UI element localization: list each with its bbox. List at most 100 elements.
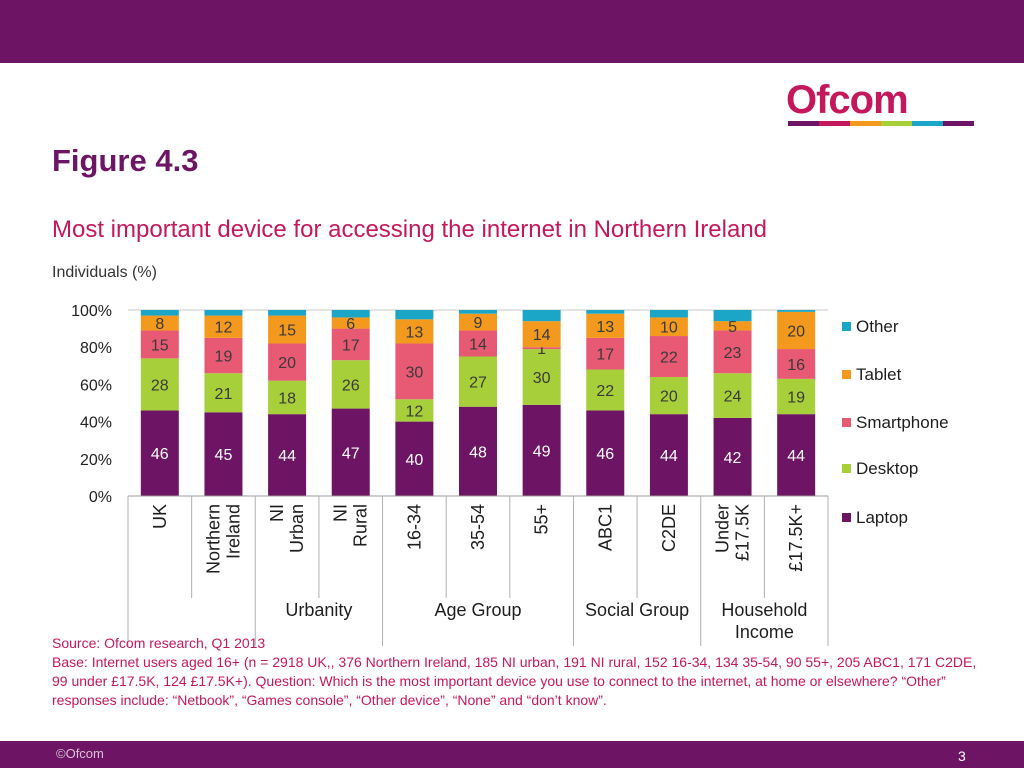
- bar-segment-laptop: [649, 414, 688, 496]
- group-label: Urbanity: [285, 600, 352, 620]
- data-label: 12: [215, 320, 233, 337]
- group-label: Income: [735, 622, 794, 642]
- group-label: Household: [721, 600, 807, 620]
- top-banner: [0, 0, 1024, 63]
- legend-label: Other: [856, 317, 899, 336]
- data-label: 24: [724, 389, 742, 406]
- bar-segment-laptop: [522, 404, 561, 496]
- data-label: 30: [533, 370, 551, 387]
- bar-segment-smartphone: [140, 330, 179, 359]
- data-label: 13: [596, 319, 614, 336]
- legend-swatch-desktop: [842, 464, 851, 473]
- data-label: 13: [405, 324, 423, 341]
- data-label: 6: [346, 316, 355, 333]
- legend-label: Smartphone: [856, 413, 949, 432]
- data-label: 22: [596, 383, 614, 400]
- category-label: Northern: [203, 504, 223, 574]
- data-label: 27: [469, 375, 487, 392]
- category-label: 16-34: [404, 504, 424, 550]
- legend-swatch-tablet: [842, 370, 851, 379]
- chart-title: Most important device for accessing the …: [52, 216, 768, 243]
- data-label: 28: [151, 377, 169, 394]
- legend-label: Desktop: [856, 459, 918, 478]
- category-label: 55+: [532, 504, 552, 535]
- logo-text: Ofcom: [786, 78, 909, 122]
- bar-segment-smartphone: [331, 328, 370, 361]
- bar-segment-other: [586, 310, 625, 314]
- bar-segment-other: [140, 310, 179, 316]
- bar-segment-laptop: [586, 410, 625, 496]
- data-label: 23: [724, 345, 742, 362]
- bar-segment-smartphone: [649, 336, 688, 377]
- bar-segment-desktop: [713, 373, 752, 418]
- bar-segment-smartphone: [204, 337, 243, 374]
- data-label: 22: [660, 350, 678, 367]
- logo-stripe-segment: [881, 121, 912, 126]
- data-label: 14: [469, 336, 487, 353]
- source-note: Source: Ofcom research, Q1 2013: [52, 635, 266, 651]
- bar-segment-tablet: [140, 315, 179, 331]
- data-label: 9: [474, 315, 483, 332]
- legend-swatch-smartphone: [842, 418, 851, 427]
- bar-segment-laptop: [395, 421, 434, 496]
- category-label: Rural: [351, 504, 371, 547]
- data-label: 5: [728, 319, 737, 336]
- bar-segment-laptop: [459, 406, 497, 496]
- legend-swatch-other: [842, 322, 851, 331]
- bar-segment-smartphone: [522, 347, 561, 350]
- category-label: UK: [150, 504, 170, 529]
- data-label: 45: [215, 447, 233, 464]
- copyright: ©Ofcom: [56, 746, 104, 761]
- data-label: 8: [155, 316, 164, 333]
- y-tick-label: 60%: [80, 377, 112, 394]
- logo-stripe-segment: [819, 121, 850, 126]
- data-label: 44: [278, 448, 296, 465]
- bar-segment-laptop: [713, 417, 752, 496]
- bar-segment-tablet: [268, 315, 307, 344]
- data-label: 47: [342, 445, 360, 462]
- bar-segment-tablet: [204, 315, 243, 338]
- bar-segment-other: [649, 310, 688, 318]
- data-label: 46: [151, 446, 169, 463]
- data-label: 19: [215, 349, 233, 366]
- data-label: 15: [151, 337, 169, 354]
- bar-segment-tablet: [713, 321, 752, 331]
- data-label: 16: [787, 357, 805, 374]
- page-number: 3: [958, 748, 966, 764]
- legend-label: Laptop: [856, 508, 908, 527]
- bar-segment-other: [713, 310, 752, 322]
- data-label: 18: [278, 390, 296, 407]
- data-label: 20: [278, 355, 296, 372]
- bar-segment-desktop: [204, 373, 243, 413]
- data-label: 40: [405, 452, 423, 469]
- bar-segment-laptop: [204, 412, 243, 496]
- category-label: Ireland: [223, 504, 243, 559]
- footer-bar: [0, 741, 1024, 768]
- data-label: 19: [787, 389, 805, 406]
- ofcom-logo: Ofcom: [786, 78, 976, 132]
- bar-segment-smartphone: [586, 337, 625, 370]
- data-label: 17: [342, 337, 360, 354]
- data-label: 44: [787, 448, 805, 465]
- bar-segment-other: [204, 310, 243, 316]
- data-label: 12: [405, 403, 423, 420]
- y-tick-label: 40%: [80, 415, 112, 432]
- logo-stripe-segment: [850, 121, 881, 126]
- data-label: 10: [660, 320, 678, 337]
- bar-segment-other: [777, 310, 816, 312]
- data-label: 49: [533, 443, 551, 460]
- data-label: 15: [278, 323, 296, 340]
- category-label: £17.5K+: [786, 504, 806, 572]
- data-label: 46: [596, 446, 614, 463]
- bar-segment-smartphone: [777, 349, 816, 379]
- bar-segment-desktop: [268, 380, 307, 415]
- category-label: C2DE: [659, 504, 679, 552]
- legend-label: Tablet: [856, 365, 902, 384]
- bar-segment-tablet: [459, 313, 497, 331]
- bar-segment-laptop: [331, 408, 370, 496]
- data-label: 20: [787, 323, 805, 340]
- bar-segment-laptop: [777, 414, 816, 496]
- footnotes: Source: Ofcom research, Q1 2013 Base: In…: [52, 634, 982, 710]
- bar-segment-tablet: [586, 313, 625, 338]
- bar-segment-smartphone: [395, 343, 434, 400]
